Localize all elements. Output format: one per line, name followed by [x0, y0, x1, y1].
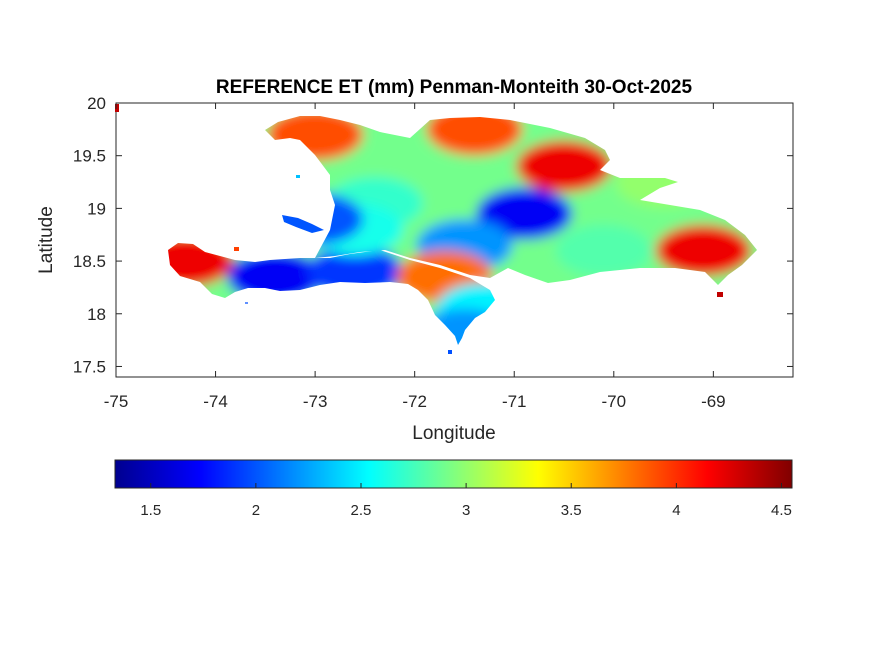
speck-south-cell [448, 350, 452, 354]
x-tick-label: -74 [203, 392, 228, 411]
x-tick-label: -75 [104, 392, 129, 411]
y-tick-label: 19.5 [73, 147, 106, 166]
colorbar-tick-label: 4.5 [771, 502, 792, 519]
colorbar-tick-label: 2 [252, 502, 260, 519]
colorbar-ticks: 1.5 2 2.5 3 3.5 4 4.5 [140, 483, 792, 519]
x-tick-label: -71 [502, 392, 527, 411]
x-tick-label: -70 [602, 392, 627, 411]
y-tick-label: 17.5 [73, 357, 106, 376]
colorbar-tick-label: 3 [462, 502, 470, 519]
y-axis-label: Latitude [36, 206, 57, 274]
speck-east-cell [717, 292, 723, 297]
speck-west-cell [234, 247, 239, 251]
x-axis: -75 -74 -73 -72 -71 -70 -69 [104, 103, 726, 411]
colorbar-tick-label: 3.5 [561, 502, 582, 519]
heatmap-region-13 [555, 224, 652, 277]
colorbar-tick-label: 1.5 [140, 502, 161, 519]
x-tick-label: -72 [402, 392, 427, 411]
x-tick-label: -69 [701, 392, 726, 411]
y-tick-label: 19 [87, 199, 106, 218]
speck-group [115, 104, 723, 354]
heatmap-region-14 [655, 224, 752, 277]
y-tick-label: 18.5 [73, 252, 106, 271]
x-tick-label: -73 [303, 392, 328, 411]
chart-title: REFERENCE ET (mm) Penman-Monteith 30-Oct… [216, 77, 693, 98]
y-axis: 17.5 18 18.5 19 19.5 20 [73, 94, 793, 376]
heatmap-region-7 [516, 140, 613, 193]
colorbar-tick-label: 4 [672, 502, 680, 519]
speck-sw-cell [245, 302, 248, 304]
speck-north-cell [296, 175, 300, 178]
speck-nw-corner [115, 104, 119, 112]
y-tick-label: 18 [87, 305, 106, 324]
colorbar [114, 459, 793, 489]
x-axis-label: Longitude [412, 423, 495, 444]
colorbar-tick-label: 2.5 [351, 502, 372, 519]
y-tick-label: 20 [87, 94, 106, 113]
heatmap-region-8 [476, 187, 573, 240]
